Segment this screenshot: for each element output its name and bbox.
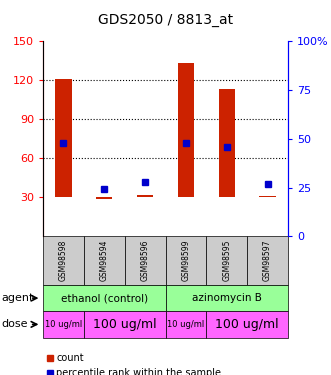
Bar [84,236,125,285]
Text: GSM98599: GSM98599 [181,240,190,281]
Bar [55,79,71,197]
Text: 100 ug/ml: 100 ug/ml [215,318,279,331]
Text: percentile rank within the sample: percentile rank within the sample [56,368,221,375]
Text: ethanol (control): ethanol (control) [61,293,148,303]
Bar [166,285,288,311]
Text: 100 ug/ml: 100 ug/ml [93,318,157,331]
Bar [137,195,153,197]
Text: GSM98598: GSM98598 [59,240,68,281]
Text: GSM98596: GSM98596 [141,240,150,281]
Text: GSM98595: GSM98595 [222,240,231,281]
Bar [43,285,166,311]
Bar [178,63,194,197]
Bar [84,311,166,338]
Bar [125,236,166,285]
Text: 10 ug/ml: 10 ug/ml [45,320,82,329]
Text: agent: agent [2,293,34,303]
Text: GSM98597: GSM98597 [263,240,272,281]
Bar [43,236,84,285]
Text: GSM98594: GSM98594 [100,240,109,281]
Bar [206,311,288,338]
Text: GDS2050 / 8813_at: GDS2050 / 8813_at [98,13,233,27]
Bar [247,236,288,285]
Bar [96,197,113,198]
Text: 10 ug/ml: 10 ug/ml [167,320,205,329]
Bar [260,196,276,197]
Bar [166,311,206,338]
Bar [206,236,247,285]
Bar [43,311,84,338]
Bar [218,89,235,197]
Text: count: count [56,353,84,363]
Text: azinomycin B: azinomycin B [192,293,262,303]
Text: dose: dose [2,320,28,329]
Bar [166,236,206,285]
